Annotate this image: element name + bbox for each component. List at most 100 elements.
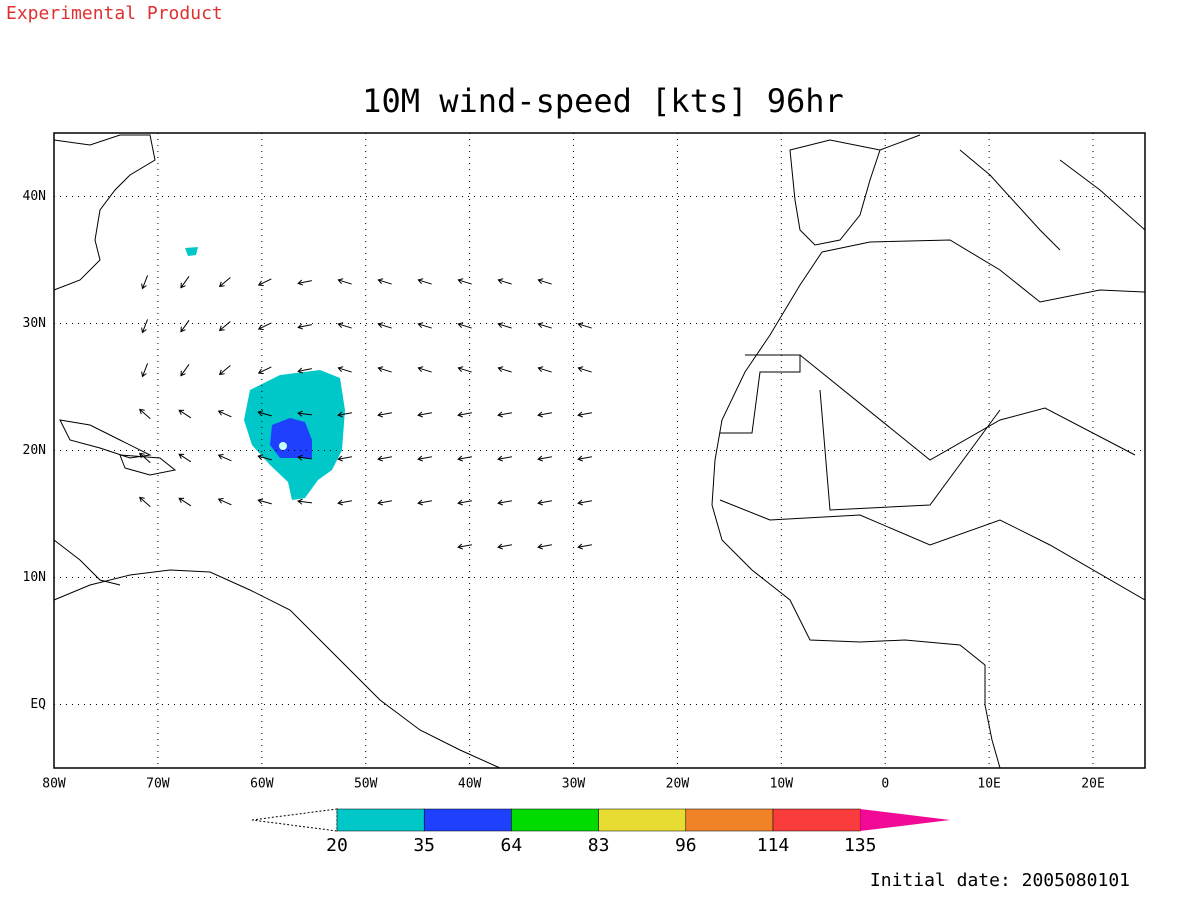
- wind-vector: [139, 452, 151, 463]
- wind-vector: [377, 366, 392, 373]
- wind-vector: [218, 321, 231, 332]
- colorbar-label: 20: [326, 835, 348, 856]
- wind-vector: [180, 320, 190, 333]
- lat-tick-label: 20N: [23, 443, 46, 458]
- colorbar-segment: [685, 808, 774, 832]
- map-frame: [53, 132, 1146, 769]
- colorbar: 20 35 64 83 96 114 135: [326, 808, 951, 856]
- wind-vector: [297, 279, 312, 286]
- wind-vector: [180, 276, 190, 289]
- wind-vector: [257, 454, 272, 461]
- wind-vector: [218, 365, 231, 376]
- map-background: [54, 133, 1145, 768]
- wind-vector: [218, 277, 231, 288]
- axis-labels: 80W 70W 60W 50W 40W 30W 20W 10W 0 10E 20E 40N 30N 20N…: [23, 189, 1105, 792]
- colorbar-segment: [511, 808, 599, 832]
- wind-vector: [297, 498, 313, 505]
- lon-tick-label: 10E: [977, 777, 1000, 792]
- initial-date: Initial date: 2005080101: [870, 870, 1130, 891]
- wind-vector: [417, 322, 432, 329]
- wind-vector: [577, 322, 592, 329]
- wind-vector: [257, 498, 272, 505]
- wind-vector: [497, 411, 512, 418]
- wind-vector: [141, 319, 149, 334]
- wind-vector: [497, 455, 512, 462]
- colorbar-high-end: [860, 809, 951, 831]
- colorbar-label: 83: [588, 835, 610, 856]
- iberia-coast: [789, 139, 881, 246]
- lon-tick-label: 80W: [42, 777, 66, 792]
- europe-coast: [879, 134, 1146, 251]
- colorbar-segment: [598, 808, 687, 832]
- hispaniola-coast: [119, 454, 177, 476]
- lon-tick-label: 60W: [250, 777, 274, 792]
- wind-vector: [497, 322, 512, 329]
- wind-vector: [577, 366, 592, 373]
- wind-vector: [257, 366, 272, 374]
- wind-vector: [257, 322, 272, 330]
- wind-vector: [457, 499, 472, 506]
- wind-vector: [417, 455, 432, 462]
- wind-vector: [537, 366, 552, 373]
- africa-coast: [711, 239, 1146, 769]
- wind-vector: [417, 278, 432, 285]
- wind-vector: [377, 455, 392, 462]
- wind-vector: [337, 366, 352, 373]
- lat-tick-label: 10N: [23, 570, 46, 585]
- wind-vector: [139, 408, 151, 419]
- wind-vector: [537, 499, 552, 506]
- wind-vector: [297, 410, 313, 417]
- wind-vector: [537, 411, 552, 418]
- colorbar-label: 35: [413, 835, 435, 856]
- lon-tick-label: 20W: [666, 777, 690, 792]
- wind-vector: [217, 498, 232, 506]
- wind-vector: [377, 499, 392, 506]
- colorbar-segment: [423, 808, 512, 832]
- wind-vector: [377, 411, 392, 418]
- lat-tick-label: EQ: [30, 697, 46, 712]
- wind-vector: [457, 366, 472, 373]
- wind-vector: [141, 275, 149, 290]
- north-america-coast: [53, 134, 156, 291]
- wind-vector: [178, 497, 192, 507]
- colorbar-label: 96: [675, 835, 697, 856]
- wind-vector: [337, 499, 352, 506]
- wind-vector: [537, 278, 552, 285]
- wind-vector: [577, 455, 592, 462]
- wind-vector: [417, 499, 432, 506]
- wind-vector: [139, 496, 151, 507]
- map-area: [53, 133, 1146, 769]
- lon-tick-label: 40W: [458, 777, 482, 792]
- wind-vector: [497, 543, 512, 550]
- lat-tick-label: 40N: [23, 189, 46, 204]
- wind-vector: [337, 322, 352, 329]
- wind-vector: [577, 543, 592, 550]
- wind-vector: [537, 543, 552, 550]
- lon-tick-label: 10W: [770, 777, 794, 792]
- lat-tick-label: 30N: [23, 316, 46, 331]
- wind-vector: [217, 410, 232, 418]
- wind-vector: [141, 363, 149, 378]
- wind-vector: [297, 454, 313, 461]
- lon-tick-label: 0: [881, 777, 889, 792]
- wind-area-small: [185, 247, 198, 256]
- lon-tick-label: 30W: [562, 777, 586, 792]
- wind-vector: [497, 278, 512, 285]
- lon-tick-label: 70W: [146, 777, 170, 792]
- colorbar-label: 114: [757, 835, 790, 856]
- south-america-coast: [53, 569, 501, 769]
- colorbar-segment: [336, 808, 425, 832]
- wind-vector: [180, 364, 190, 377]
- wind-vector: [377, 278, 392, 285]
- wind-vector: [497, 499, 512, 506]
- lon-tick-label: 50W: [354, 777, 378, 792]
- wind-vector: [257, 410, 272, 417]
- wind-vector: [457, 278, 472, 285]
- map-title: 10M wind-speed [kts] 96hr: [362, 82, 844, 120]
- colorbar-segment: [772, 808, 861, 832]
- wind-vector: [337, 455, 352, 462]
- lon-tick-label: 20E: [1081, 777, 1104, 792]
- wind-vector: [217, 454, 232, 462]
- wind-vector: [417, 411, 432, 418]
